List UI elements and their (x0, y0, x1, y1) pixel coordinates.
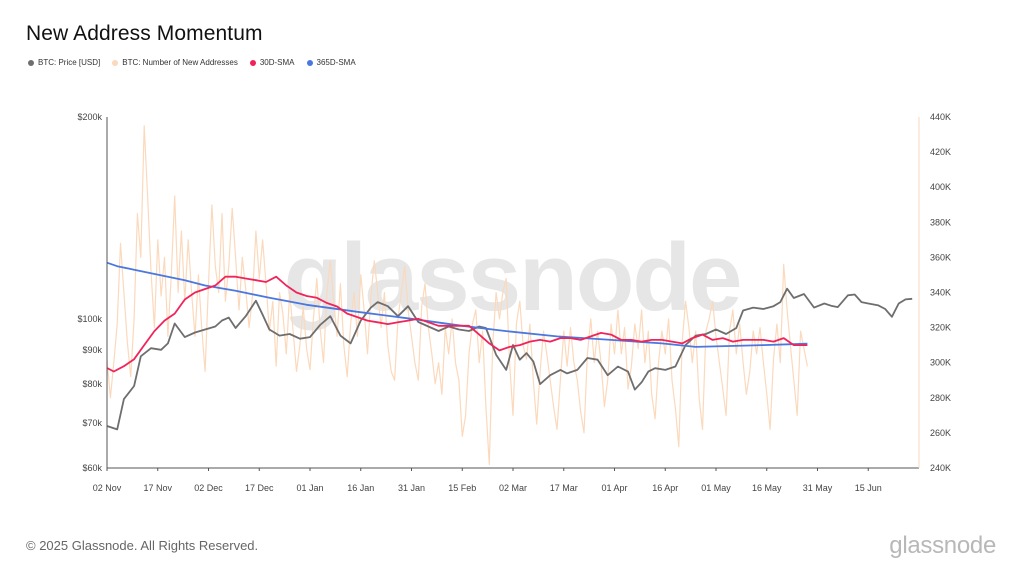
legend-item-price[interactable]: BTC: Price [USD] (28, 58, 100, 67)
legend-label-price: BTC: Price [USD] (38, 58, 101, 67)
x-tick-label: 01 Jan (296, 483, 323, 493)
legend-label-365d-sma: 365D-SMA (316, 58, 356, 67)
series-line-30d-sma (106, 275, 808, 373)
x-tick-label: 16 May (752, 483, 782, 493)
legend-label-30d-sma: 30D-SMA (259, 58, 295, 67)
x-tick-label: 02 Nov (93, 483, 122, 493)
x-tick-label: 02 Dec (194, 483, 223, 493)
y-right-tick-label: 240K (930, 463, 951, 473)
y-right-tick-label: 280K (930, 393, 951, 403)
chart-legend: BTC: Price [USD] BTC: Number of New Addr… (28, 58, 356, 67)
series-line-365d-sma (106, 261, 808, 348)
y-left-tick-label: $70k (82, 418, 102, 428)
y-left-tick-label: $90k (82, 345, 102, 355)
axes: $60k $70k $80k $90k $100k $200k 240K 260K 280K 30… (77, 112, 951, 493)
y-left-tick-label: $80k (82, 379, 102, 389)
x-tick-label: 31 Jan (398, 483, 425, 493)
y-right-tick-label: 440K (930, 112, 951, 122)
x-tick-label: 02 Mar (499, 483, 527, 493)
series-line-btc-price-usd (106, 287, 913, 431)
x-tick-label: 01 Apr (601, 483, 627, 493)
legend-dot-new-addresses (112, 59, 119, 66)
x-tick-label: 17 Mar (550, 483, 578, 493)
x-tick-label: 17 Nov (143, 483, 172, 493)
x-tick-label: 16 Apr (652, 483, 678, 493)
y-right-tick-label: 320K (930, 323, 951, 333)
y-right-tick-label: 380K (930, 217, 951, 227)
legend-item-30d-sma[interactable]: 30D-SMA (249, 58, 295, 67)
y-left-tick-label: $60k (82, 463, 102, 473)
y-right-tick-label: 340K (930, 288, 951, 298)
legend-label-new-addresses: BTC: Number of New Addresses (122, 58, 238, 67)
y-right-tick-label: 300K (930, 358, 951, 368)
legend-dot-365d-sma (306, 59, 313, 66)
copyright-text: © 2025 Glassnode. All Rights Reserved. (26, 538, 259, 553)
y-left-tick-label: $100k (77, 314, 102, 324)
series-line-btc-number-of-new-addresses (106, 125, 808, 466)
x-tick-label: 15 Jun (855, 483, 882, 493)
y-right-tick-label: 260K (930, 428, 951, 438)
x-tick-label: 17 Dec (245, 483, 274, 493)
legend-dot-30d-sma (249, 59, 256, 66)
y-left-tick-label: $200k (77, 112, 102, 122)
chart-title: New Address Momentum (26, 22, 263, 45)
legend-dot-price (28, 59, 34, 66)
legend-item-new-addresses[interactable]: BTC: Number of New Addresses (112, 58, 238, 67)
y-right-tick-label: 360K (930, 252, 951, 262)
legend-item-365d-sma[interactable]: 365D-SMA (306, 58, 356, 67)
x-tick-label: 31 May (803, 483, 833, 493)
plot-area (106, 125, 913, 466)
glassnode-logo[interactable]: glassnode (889, 532, 996, 559)
x-tick-label: 01 May (701, 483, 731, 493)
y-right-tick-label: 420K (930, 147, 951, 157)
x-tick-label: 16 Jan (347, 483, 374, 493)
x-tick-label: 15 Feb (448, 483, 476, 493)
y-right-tick-label: 400K (930, 182, 951, 192)
